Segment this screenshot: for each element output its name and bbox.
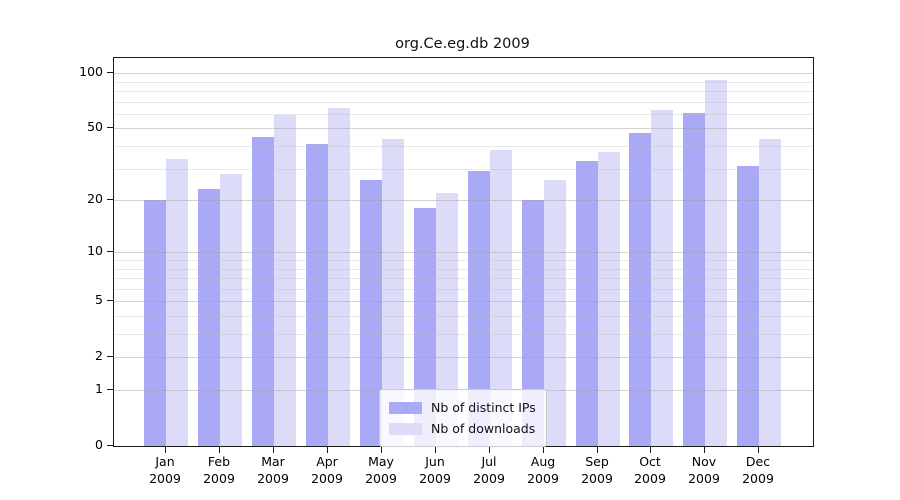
x-tick-oct	[650, 447, 651, 453]
y-tick-100	[107, 72, 113, 73]
legend: Nb of distinct IPs Nb of downloads	[379, 389, 547, 447]
bar-downloads-sep	[597, 152, 620, 446]
y-tick-label-5: 5	[95, 292, 103, 307]
x-tick-dec	[758, 447, 759, 453]
y-tick-label-10: 10	[87, 243, 103, 258]
bar-distinct-ips-jan	[144, 200, 167, 446]
y-tick-label-50: 50	[87, 119, 103, 134]
x-tick-label-sep: Sep 2009	[581, 454, 613, 486]
x-tick-may	[381, 447, 382, 453]
bar-downloads-mar	[274, 115, 297, 446]
x-tick-apr	[327, 447, 328, 453]
bar-downloads-nov	[705, 79, 728, 446]
bar-distinct-ips-dec	[737, 166, 760, 446]
x-tick-label-oct: Oct 2009	[634, 454, 666, 486]
bar-downloads-apr	[328, 107, 350, 446]
y-tick-label-100: 100	[79, 64, 103, 79]
bar-distinct-ips-jul	[467, 171, 490, 446]
x-tick-jan	[165, 447, 166, 453]
bar-distinct-ips-oct	[629, 133, 652, 446]
bar-downloads-may	[381, 138, 404, 446]
bar-distinct-ips-aug	[521, 200, 544, 446]
legend-swatch-downloads	[389, 422, 422, 435]
x-tick-mar	[273, 447, 274, 453]
bar-distinct-ips-nov	[683, 112, 706, 446]
legend-entry-downloads: Nb of downloads	[389, 418, 536, 439]
x-tick-label-apr: Apr 2009	[311, 454, 343, 486]
chart-title: org.Ce.eg.db 2009	[395, 36, 530, 52]
y-tick-label-0: 0	[95, 437, 103, 452]
x-tick-label-aug: Aug 2009	[527, 454, 559, 486]
bar-distinct-ips-feb	[198, 189, 221, 446]
x-tick-aug	[543, 447, 544, 453]
bar-distinct-ips-apr	[306, 144, 328, 446]
legend-entry-distinct-ips: Nb of distinct IPs	[389, 397, 536, 418]
bar-distinct-ips-jun	[413, 208, 436, 446]
bar-downloads-aug	[543, 179, 566, 446]
bar-downloads-jun	[435, 192, 458, 446]
bar-downloads-feb	[220, 174, 243, 446]
y-tick-5	[107, 300, 113, 301]
bar-downloads-jul	[489, 150, 512, 446]
x-tick-label-feb: Feb 2009	[203, 454, 235, 486]
x-tick-label-dec: Dec 2009	[742, 454, 774, 486]
x-tick-sep	[597, 447, 598, 453]
legend-swatch-distinct-ips	[389, 401, 422, 414]
y-tick-10	[107, 251, 113, 252]
y-tick-0	[107, 445, 113, 446]
x-tick-nov	[704, 447, 705, 453]
x-tick-label-jan: Jan 2009	[149, 454, 181, 486]
x-tick-label-nov: Nov 2009	[688, 454, 720, 486]
bar-distinct-ips-may	[359, 179, 382, 446]
y-tick-50	[107, 127, 113, 128]
x-tick-label-mar: Mar 2009	[257, 454, 289, 486]
x-tick-label-jul: Jul 2009	[473, 454, 505, 486]
y-tick-label-1: 1	[95, 381, 103, 396]
legend-label-distinct-ips: Nb of distinct IPs	[431, 400, 536, 415]
bar-downloads-jan	[166, 158, 189, 446]
y-tick-1	[107, 389, 113, 390]
x-tick-label-jun: Jun 2009	[419, 454, 451, 486]
x-tick-jul	[489, 447, 490, 453]
bar-downloads-dec	[759, 138, 782, 446]
y-tick-20	[107, 199, 113, 200]
bars-layer	[114, 58, 813, 446]
bar-distinct-ips-mar	[252, 136, 275, 446]
x-tick-label-may: May 2009	[365, 454, 397, 486]
legend-label-downloads: Nb of downloads	[431, 421, 536, 436]
y-tick-label-20: 20	[87, 191, 103, 206]
y-tick-label-2: 2	[95, 348, 103, 363]
x-tick-feb	[219, 447, 220, 453]
bar-downloads-oct	[651, 110, 674, 446]
plot-area: Nb of distinct IPs Nb of downloads	[113, 57, 814, 447]
x-tick-jun	[435, 447, 436, 453]
y-tick-2	[107, 356, 113, 357]
bar-distinct-ips-sep	[575, 161, 598, 446]
